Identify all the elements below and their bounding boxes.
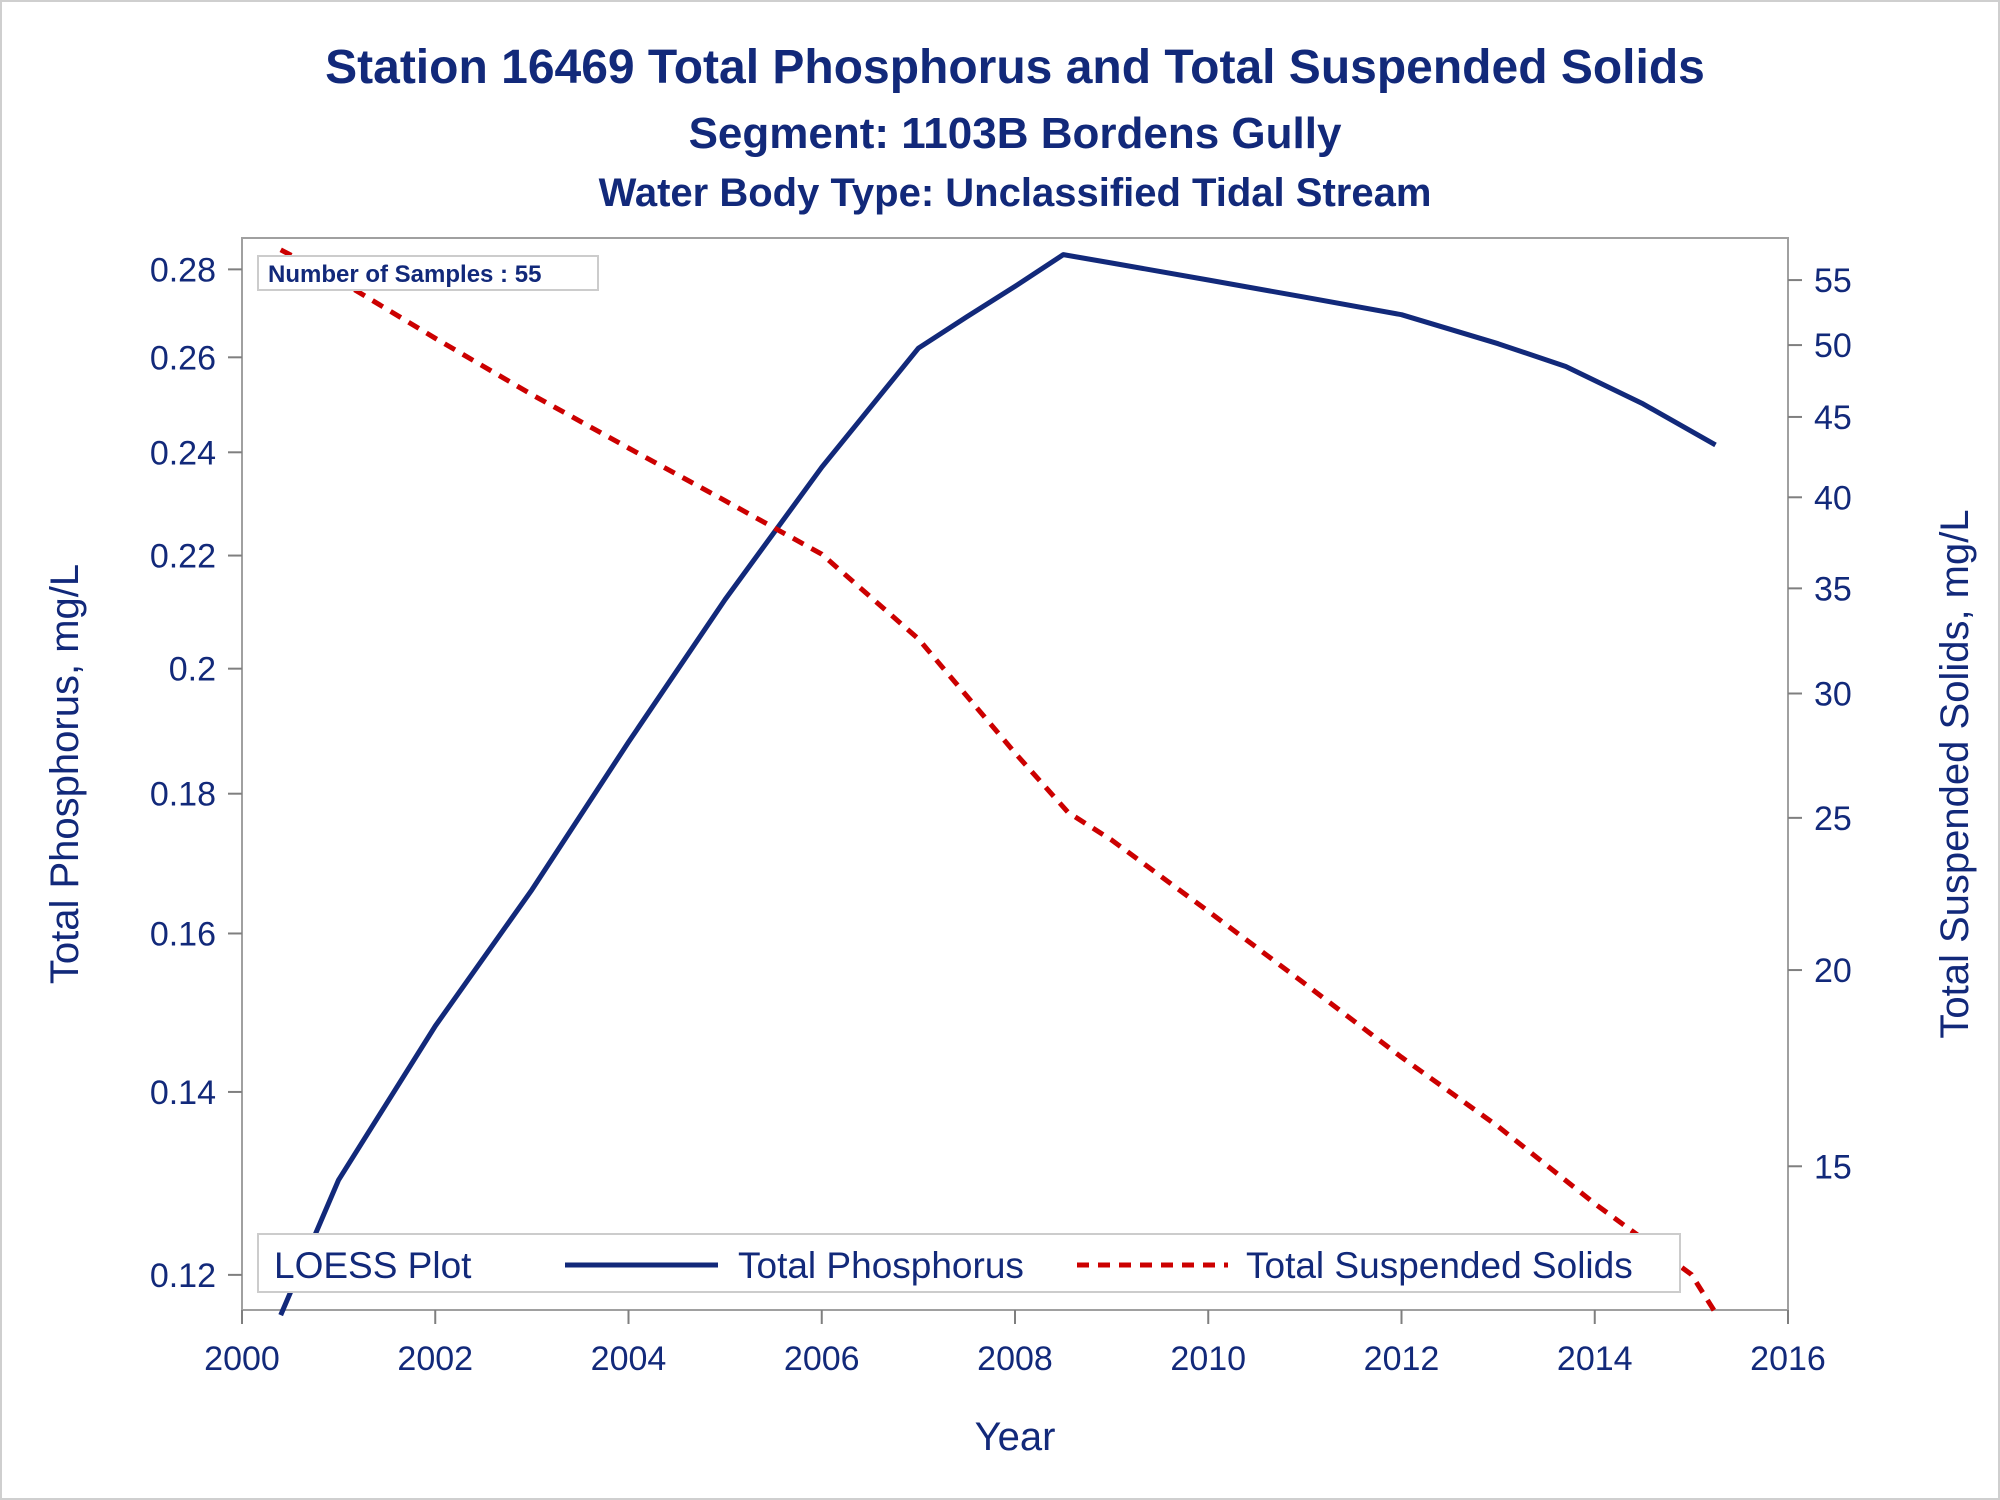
chart-subtitle-2: Water Body Type: Unclassified Tidal Stre… — [599, 171, 1432, 215]
y-axis-left: 0.12 0.14 0.16 0.18 0.2 0.22 0.24 0.26 0.28 — [150, 251, 242, 1295]
y-left-tick-label-0-16: 0.16 — [150, 915, 216, 953]
legend-label-total-phosphorus: Total Phosphorus — [738, 1245, 1024, 1286]
series-line-total-phosphorus — [278, 252, 1717, 1317]
y-right-tick-label-40: 40 — [1814, 479, 1852, 517]
x-tick-label-2000: 2000 — [204, 1340, 280, 1378]
y-left-tick-label-0-2: 0.2 — [169, 651, 216, 689]
y-right-tick-label-25: 25 — [1814, 800, 1852, 838]
legend-title: LOESS Plot — [274, 1245, 472, 1286]
x-tick-label-2008: 2008 — [977, 1340, 1053, 1378]
y-left-tick-label-0-24: 0.24 — [150, 434, 216, 472]
y-right-tick-label-30: 30 — [1814, 676, 1852, 714]
legend: LOESS Plot Total Phosphorus Total Suspen… — [257, 1233, 1681, 1293]
x-axis: 2000 2002 2004 2006 2008 2010 2012 2014 2016 — [204, 1310, 1826, 1378]
y-axis-right: 15 20 25 30 35 40 45 50 55 — [1788, 262, 1852, 1186]
x-tick-label-2004: 2004 — [591, 1340, 667, 1378]
series-line-total-suspended-solids — [279, 247, 1718, 1315]
chart-title: Station 16469 Total Phosphorus and Total… — [325, 41, 1705, 94]
y-right-tick-label-20: 20 — [1814, 952, 1852, 990]
y-left-tick-label-0-22: 0.22 — [150, 538, 216, 576]
y-left-tick-label-0-18: 0.18 — [150, 776, 216, 814]
y-left-tick-label-0-28: 0.28 — [150, 251, 216, 289]
series-layer — [278, 247, 1718, 1317]
y-left-tick-label-0-12: 0.12 — [150, 1257, 216, 1295]
samples-inset-box — [257, 255, 599, 291]
y-right-tick-label-35: 35 — [1814, 570, 1852, 608]
y-axis-left-label: Total Phosphorus, mg/L — [43, 564, 87, 984]
y-right-tick-label-55: 55 — [1814, 262, 1852, 300]
x-tick-label-2014: 2014 — [1557, 1340, 1633, 1378]
legend-box — [257, 1233, 1681, 1293]
x-axis-label: Year — [975, 1415, 1056, 1459]
x-tick-label-2012: 2012 — [1364, 1340, 1440, 1378]
y-right-tick-label-15: 15 — [1814, 1148, 1852, 1186]
y-axis-right-label: Total Suspended Solids, mg/L — [1933, 509, 1977, 1038]
x-tick-label-2016: 2016 — [1750, 1340, 1826, 1378]
chart-subtitle: Segment: 1103B Bordens Gully — [689, 109, 1342, 158]
y-right-tick-label-50: 50 — [1814, 327, 1852, 365]
x-tick-label-2010: 2010 — [1170, 1340, 1246, 1378]
x-tick-label-2006: 2006 — [784, 1340, 860, 1378]
y-right-tick-label-45: 45 — [1814, 399, 1852, 437]
x-tick-label-2002: 2002 — [397, 1340, 473, 1378]
y-left-tick-label-0-14: 0.14 — [150, 1074, 216, 1112]
legend-label-total-suspended-solids: Total Suspended Solids — [1246, 1245, 1633, 1286]
samples-inset-text: Number of Samples : 55 — [268, 261, 541, 288]
y-left-tick-label-0-26: 0.26 — [150, 339, 216, 377]
samples-inset: Number of Samples : 55 — [257, 255, 599, 291]
plot-area-border — [241, 237, 1789, 1311]
